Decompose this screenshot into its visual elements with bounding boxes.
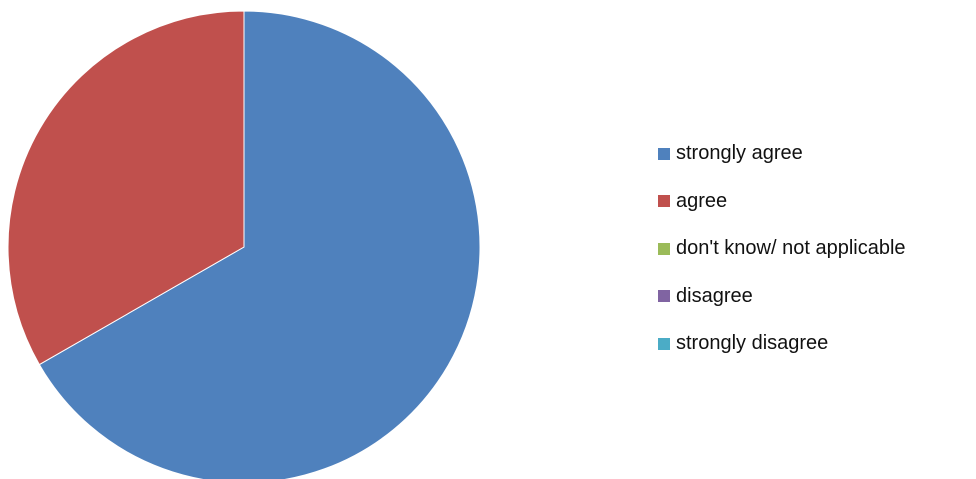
legend-label-disagree: disagree [676,284,753,307]
legend-label-strongly-disagree: strongly disagree [676,332,829,354]
legend-item-agree: agree [658,187,976,216]
legend-swatch-strongly-agree [658,147,670,160]
chart-legend: strongly agree agree don't know/ not app… [658,139,976,377]
legend-label-dont-know: don't know/ not applicable [676,237,906,259]
legend-swatch-dont-know [658,242,670,255]
legend-swatch-agree [658,195,670,207]
legend-item-dont-know: don't know/ not applicable [658,234,976,263]
legend-swatch-strongly-disagree [658,337,670,350]
legend-swatch-disagree [658,290,670,302]
legend-item-strongly-disagree: strongly disagree [658,329,976,358]
legend-label-strongly-agree: strongly agree [676,142,803,164]
legend-label-agree: agree [676,189,728,212]
pie-slice-agree [7,10,245,366]
pie-slice-strongly-agree [38,10,481,479]
legend-item-strongly-agree: strongly agree [658,139,976,168]
legend-item-disagree: disagree [658,282,976,311]
